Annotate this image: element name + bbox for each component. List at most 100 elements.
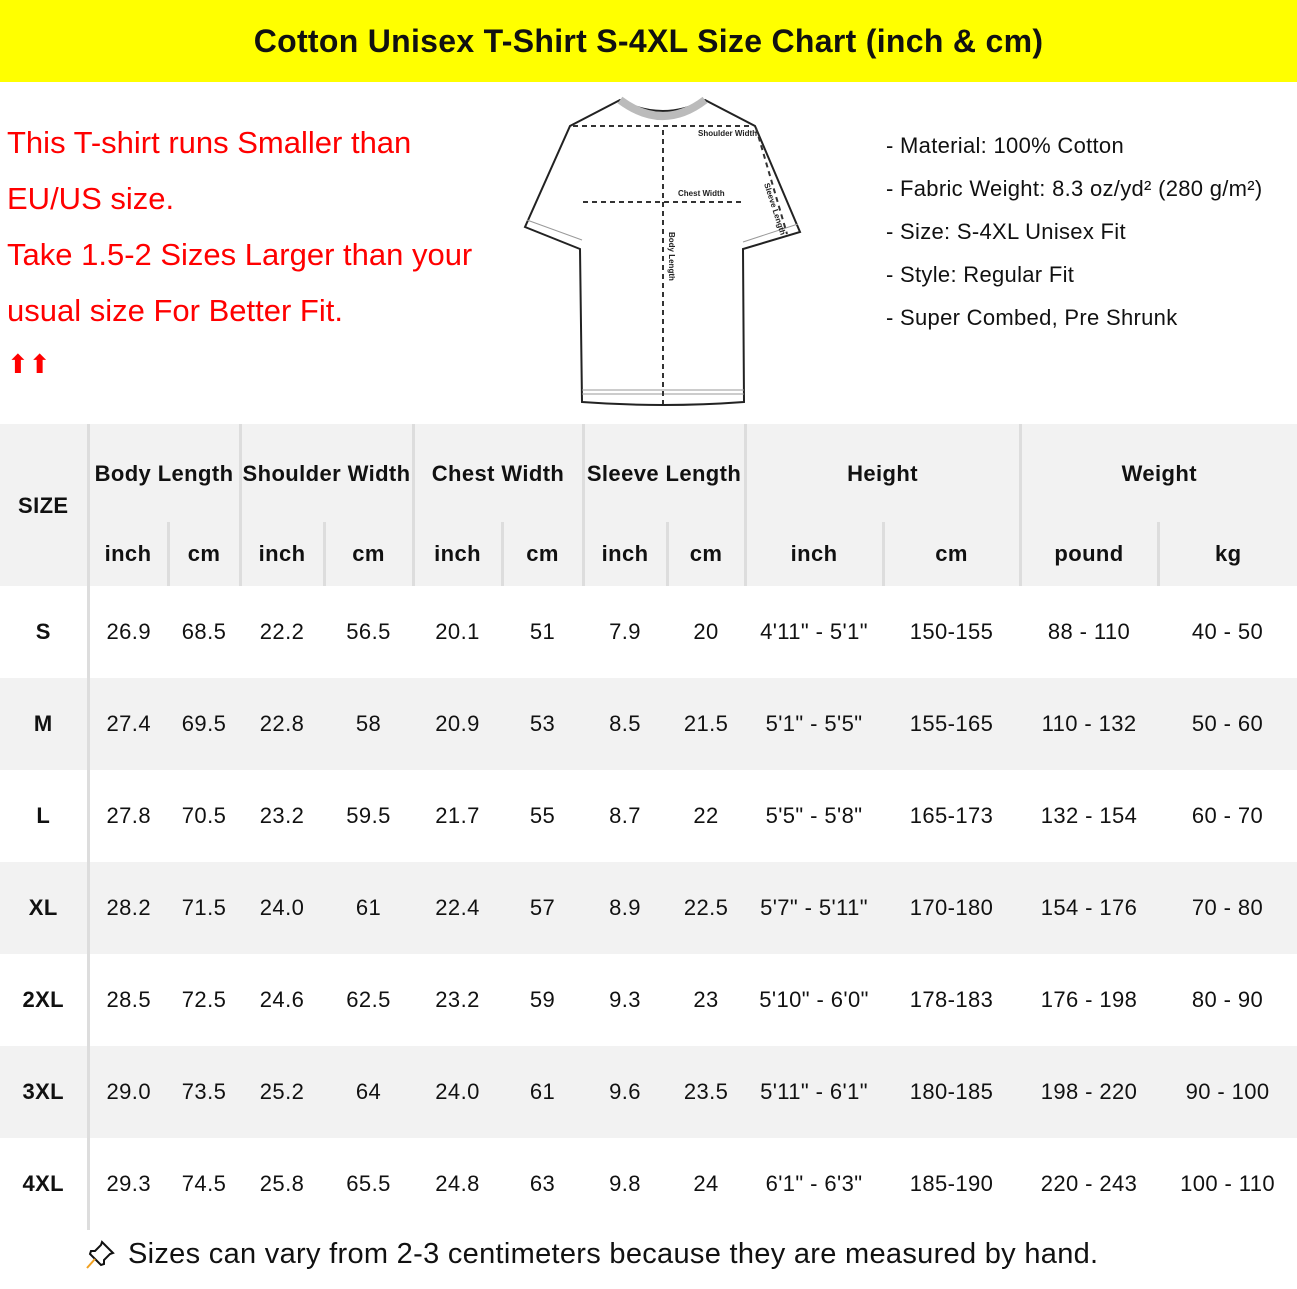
unit-header: inch	[411, 522, 503, 586]
value-cell: 220 - 243	[1040, 1171, 1138, 1196]
group-header: Chest Width	[411, 424, 584, 522]
value-cell: 64	[324, 1046, 414, 1138]
chest-width-label: Chest Width	[678, 189, 725, 198]
product-notes: - Material: 100% Cotton - Fabric Weight:…	[886, 124, 1286, 339]
value-cell: 73.5	[168, 1046, 241, 1138]
unit-header: inch	[743, 522, 884, 586]
note-item: - Super Combed, Pre Shrunk	[886, 305, 1178, 330]
value-cell: 29.3	[106, 1171, 151, 1196]
unit-header: cm	[881, 522, 1021, 586]
value-cell: 6'1" - 6'3"	[765, 1171, 863, 1196]
value-cell: 150-155	[909, 619, 994, 644]
value-cell: 5'5" - 5'8"	[765, 803, 863, 828]
value-cell: 8.9	[583, 862, 668, 954]
value-cell: 59	[529, 987, 556, 1012]
value-cell: 24.6	[259, 987, 305, 1012]
value-cell: 22.4	[413, 862, 503, 954]
unit-header: pound	[1018, 522, 1159, 586]
size-cell: S	[0, 586, 90, 678]
value-cell: 40 - 50	[1191, 619, 1264, 644]
value-cell: 22	[693, 803, 719, 828]
size-cell: M	[0, 678, 90, 770]
value-cell: 22.5	[667, 862, 746, 954]
pushpin-icon	[86, 1239, 115, 1269]
value-cell: 9.3	[609, 987, 641, 1012]
unit-header: cm	[500, 522, 584, 586]
table-row: 4XL 29.3 74.5 25.8 65.5 24.8 63 9.8 24 6'1" - 6'3…	[0, 1138, 1297, 1230]
value-cell: 90 - 100	[1158, 1046, 1297, 1138]
table-row: 2XL 28.5 72.5 24.6 62.5 23.2 59 9.3 23 5'10" - 6'…	[0, 954, 1297, 1046]
value-cell: 61	[502, 1046, 584, 1138]
tshirt-diagram: Shoulder Width Chest Width Sleeve Length…	[523, 96, 802, 406]
unit-header: cm	[166, 522, 241, 586]
value-cell: 176 - 198	[1040, 987, 1138, 1012]
size-cell: XL	[0, 862, 90, 954]
value-cell: 9.8	[609, 1171, 641, 1196]
table-row: M 27.4 69.5 22.8 58 20.9 53 8.5 21.5 5'1" - 5'5" 1…	[0, 678, 1297, 770]
table-row: L 27.8 70.5 23.2 59.5 21.7 55 8.7 22 5'5" - 5'8" 1…	[0, 770, 1297, 862]
value-cell: 21.5	[667, 678, 746, 770]
size-cell: 3XL	[0, 1046, 90, 1138]
unit-header: inch	[581, 522, 668, 586]
value-cell: 62.5	[346, 987, 391, 1012]
group-header: Weight	[1018, 424, 1297, 522]
value-cell: 27.8	[106, 803, 151, 828]
value-cell: 21.7	[435, 803, 480, 828]
value-cell: 180-185	[883, 1046, 1021, 1138]
note-item: - Material: 100% Cotton	[886, 133, 1125, 158]
value-cell: 170-180	[883, 862, 1021, 954]
value-cell: 5'11" - 6'1"	[745, 1046, 884, 1138]
value-cell: 60 - 70	[1191, 803, 1264, 828]
value-cell: 70 - 80	[1158, 862, 1297, 954]
up-arrows-icon: ⬆⬆	[7, 349, 51, 379]
group-header: Shoulder Width	[238, 424, 414, 522]
value-cell: 20.9	[413, 678, 503, 770]
value-cell: 8.7	[609, 803, 641, 828]
footer-note: Sizes can vary from 2-3 centimeters beca…	[84, 1238, 1098, 1271]
unit-header: inch	[238, 522, 325, 586]
value-cell: 51	[529, 619, 556, 644]
value-cell: 23.2	[259, 803, 305, 828]
value-cell: 74.5	[181, 1171, 227, 1196]
value-cell: 24	[693, 1171, 719, 1196]
group-header: Sleeve Length	[581, 424, 746, 522]
value-cell: 27.4	[88, 678, 168, 770]
value-cell: 20	[693, 619, 719, 644]
size-cell: 4XL	[0, 1138, 90, 1230]
value-cell: 57	[502, 862, 584, 954]
value-cell: 65.5	[346, 1171, 391, 1196]
value-cell: 110 - 132	[1020, 678, 1159, 770]
value-cell: 23.2	[435, 987, 480, 1012]
unit-header: inch	[86, 522, 168, 586]
footer-text: Sizes can vary from 2-3 centimeters beca…	[128, 1238, 1099, 1270]
value-cell: 59.5	[346, 803, 391, 828]
value-cell: 88 - 110	[1047, 619, 1131, 644]
value-cell: 24.8	[435, 1171, 480, 1196]
value-cell: 80 - 90	[1191, 987, 1264, 1012]
size-cell: L	[0, 770, 90, 862]
value-cell: 155-165	[883, 678, 1021, 770]
value-cell: 5'1" - 5'5"	[745, 678, 884, 770]
value-cell: 185-190	[909, 1171, 994, 1196]
value-cell: 132 - 154	[1040, 803, 1138, 828]
value-cell: 154 - 176	[1020, 862, 1159, 954]
value-cell: 25.8	[259, 1171, 305, 1196]
size-table: SIZE Body Length Shoulder Width Chest Wi…	[0, 424, 1297, 1230]
group-header: Body Length	[86, 424, 241, 522]
warning-line-2: Take 1.5-2 Sizes Larger than your usual …	[7, 237, 473, 328]
table-row: XL 28.2 71.5 24.0 61 22.4 57 8.9 22.5 5'7" - 5'11…	[0, 862, 1297, 954]
page-title: Cotton Unisex T-Shirt S-4XL Size Chart (…	[0, 0, 1297, 82]
value-cell: 53	[502, 678, 584, 770]
value-cell: 9.6	[583, 1046, 668, 1138]
value-cell: 28.5	[106, 987, 151, 1012]
value-cell: 5'10" - 6'0"	[759, 987, 869, 1012]
value-cell: 55	[529, 803, 556, 828]
unit-header: cm	[322, 522, 414, 586]
unit-header: kg	[1156, 522, 1297, 586]
value-cell: 61	[324, 862, 414, 954]
value-cell: 63	[529, 1171, 556, 1196]
group-header: Height	[743, 424, 1021, 522]
value-cell: 7.9	[609, 619, 641, 644]
value-cell: 28.2	[88, 862, 168, 954]
table-row: 3XL 29.0 73.5 25.2 64 24.0 61 9.6 23.5 5'11" - 6'…	[0, 1046, 1297, 1138]
